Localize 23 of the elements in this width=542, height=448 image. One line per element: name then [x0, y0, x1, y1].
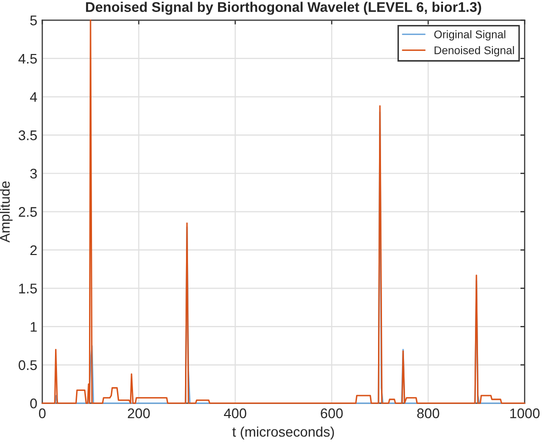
y-tick-label: 3.5 [18, 130, 37, 140]
line-series [42, 19, 526, 404]
x-tick-label: 800 [417, 408, 440, 418]
y-tick-label: 1.5 [19, 284, 37, 294]
y-tick-label: 5 [30, 16, 37, 26]
x-axis-title: t (microseconds) [232, 426, 334, 440]
x-tick-label: 400 [224, 408, 246, 418]
y-tick-label: 0 [30, 398, 37, 408]
legend-label: Original Signal [434, 30, 506, 41]
x-tick-label: 600 [320, 408, 343, 418]
x-tick-label: 200 [128, 408, 150, 418]
y-tick-label: 4.5 [18, 54, 37, 64]
x-tick-label: 0 [38, 408, 46, 418]
y-tick-label: 4 [30, 92, 38, 102]
y-tick-label: 2.5 [18, 207, 37, 217]
chart-title: Denoised Signal by Biorthogonal Wavelet (LEVEL 6, bior1.3) [86, 2, 482, 15]
y-tick-label: 0.5 [18, 360, 37, 370]
y-tick-label: 1 [30, 322, 37, 332]
legend-label: Denoised Signal [434, 46, 514, 56]
y-tick-label: 3 [30, 168, 37, 179]
x-tick-label: 1000 [510, 408, 540, 418]
y-axis-title: Amplitude [0, 181, 13, 243]
y-tick-label: 2 [30, 245, 37, 256]
